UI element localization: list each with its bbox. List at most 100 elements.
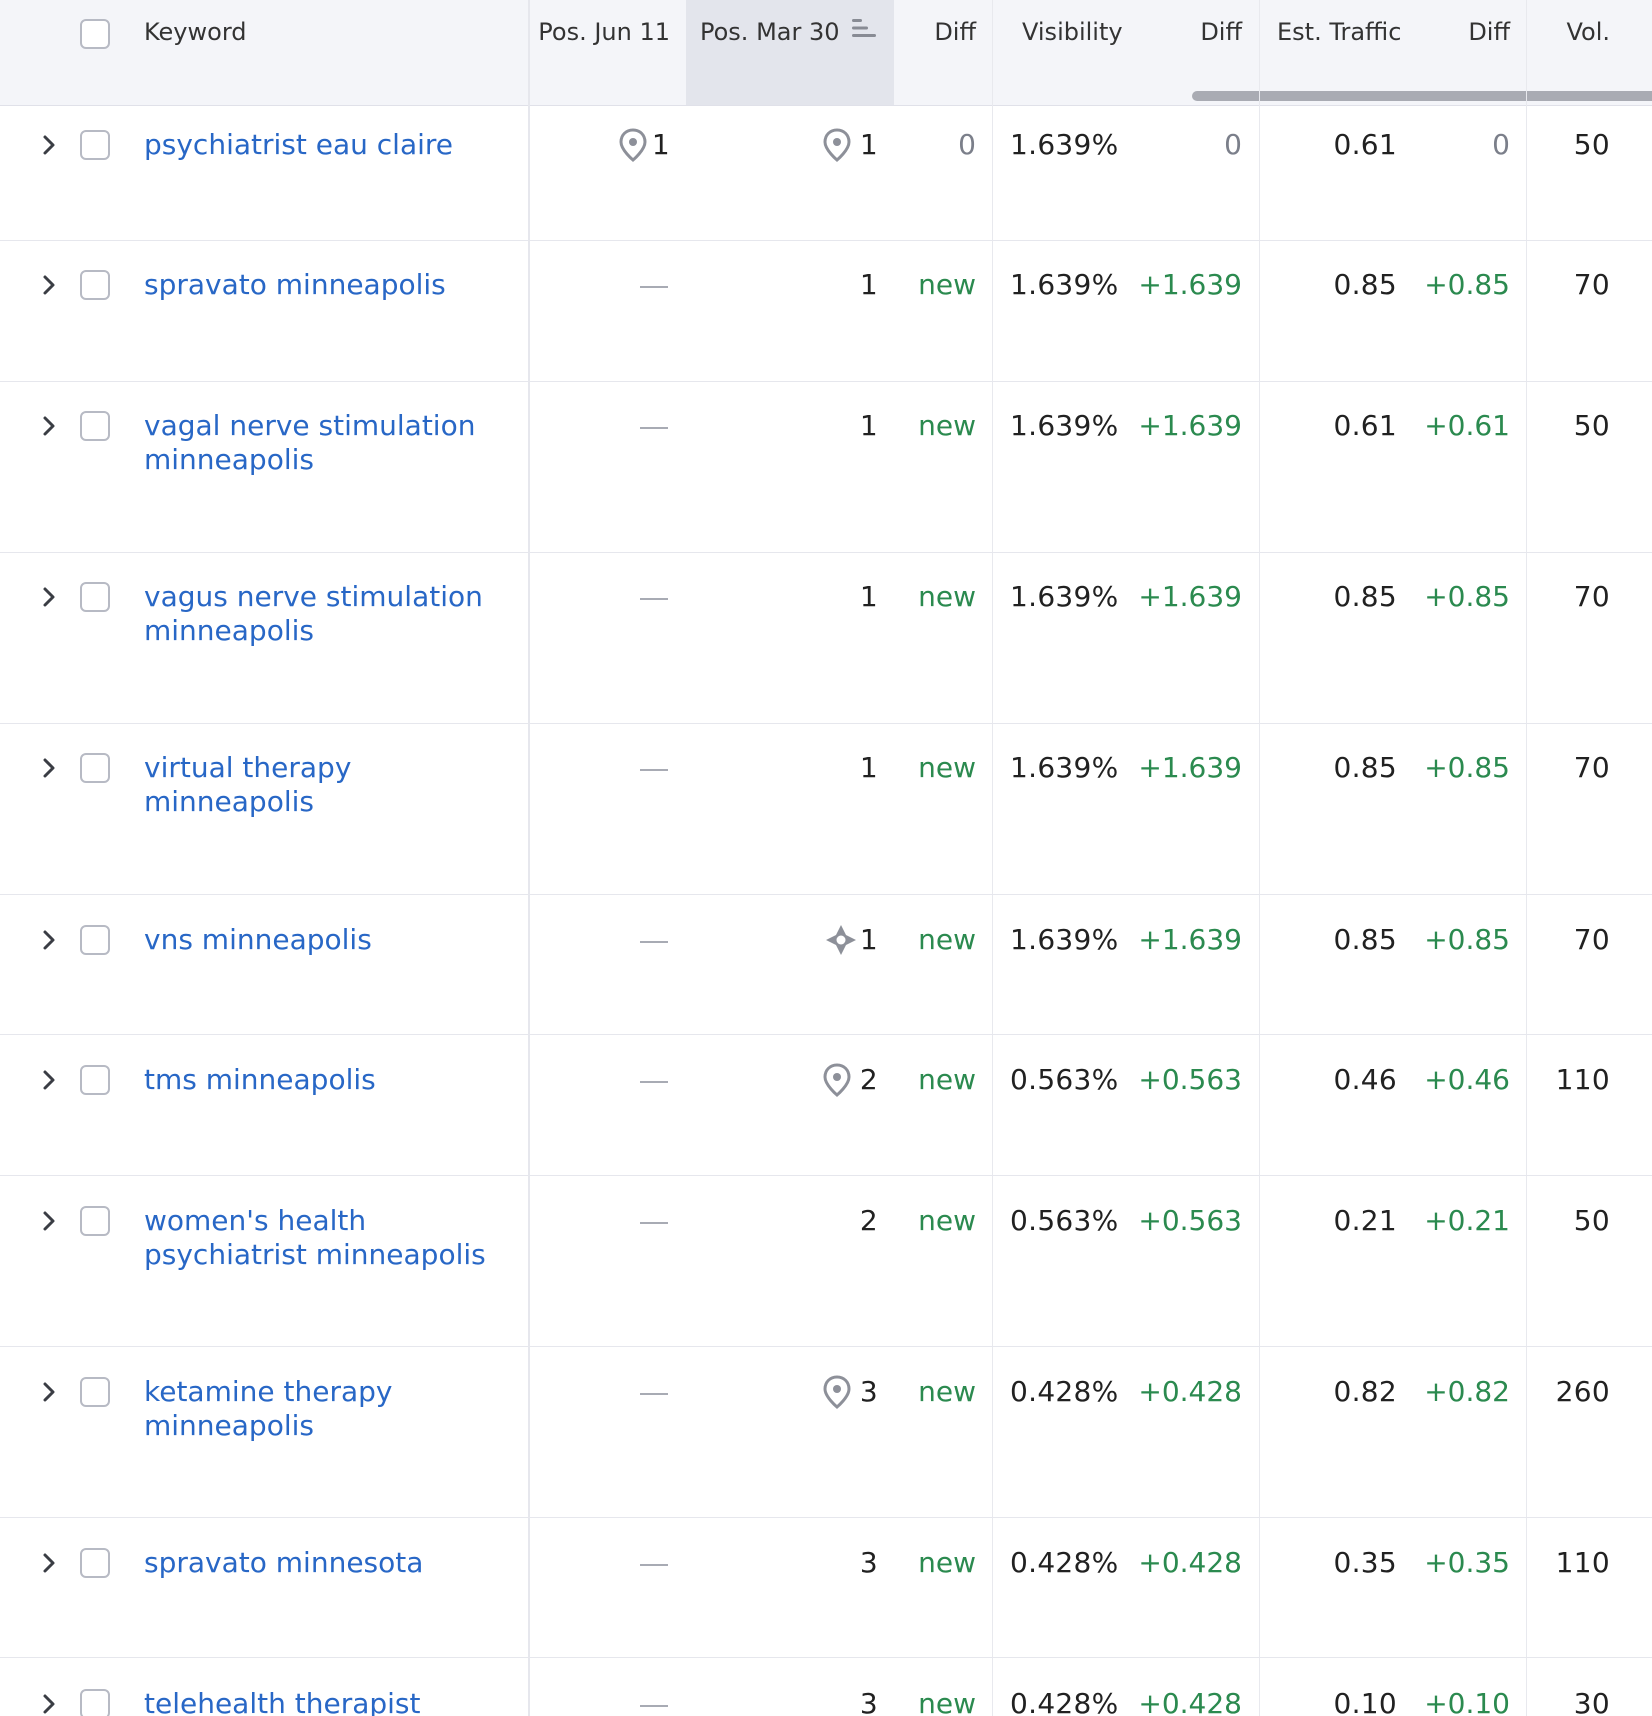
table-row[interactable]: telehealth therapist 3 new 0.428% +0.428 0.10… — [0, 1657, 1652, 1716]
column-divider — [1259, 0, 1260, 1716]
no-position-dash — [640, 286, 668, 288]
visibility-diff: +0.563 — [1138, 1063, 1242, 1096]
keyword-link[interactable]: virtual therapy minneapolis — [144, 751, 352, 818]
column-header-volume[interactable]: Vol. — [1566, 18, 1610, 46]
position-diff: new — [918, 580, 976, 613]
keyword-link[interactable]: telehealth therapist — [144, 1687, 421, 1716]
location-pin-icon — [618, 128, 648, 162]
keyword-link[interactable]: ketamine therapy minneapolis — [144, 1375, 393, 1442]
est-traffic-value: 0.85 — [1333, 580, 1397, 613]
row-checkbox[interactable] — [80, 582, 110, 612]
est-traffic-value: 0.85 — [1333, 751, 1397, 784]
expand-row-chevron-icon[interactable] — [38, 274, 60, 296]
traffic-diff: +0.85 — [1424, 580, 1510, 613]
row-checkbox[interactable] — [80, 1548, 110, 1578]
expand-row-chevron-icon[interactable] — [38, 1693, 60, 1715]
est-traffic-value: 0.61 — [1333, 409, 1397, 442]
no-position-dash — [640, 1705, 668, 1707]
column-header-est-traffic[interactable]: Est. Traffic — [1277, 18, 1402, 46]
search-volume: 260 — [1555, 1375, 1610, 1408]
keyword-link[interactable]: women's health psychiatrist minneapolis — [144, 1204, 486, 1271]
no-position-dash — [640, 1564, 668, 1566]
row-checkbox[interactable] — [80, 270, 110, 300]
row-checkbox[interactable] — [80, 1377, 110, 1407]
est-traffic-value: 0.10 — [1333, 1687, 1397, 1716]
position-previous: 3 — [859, 1375, 878, 1408]
position-previous: 3 — [859, 1687, 878, 1716]
row-checkbox[interactable] — [80, 753, 110, 783]
table-row[interactable]: women's health psychiatrist minneapolis 2… — [0, 1175, 1652, 1347]
visibility-diff: +1.639 — [1138, 409, 1242, 442]
est-traffic-value: 0.61 — [1333, 128, 1397, 161]
table-row[interactable]: virtual therapy minneapolis 1 new 1.639% +1.… — [0, 723, 1652, 895]
visibility-diff: +0.428 — [1138, 1546, 1242, 1579]
table-row[interactable]: psychiatrist eau claire 1 1 0 1.639% 0 0.61 0 50 — [0, 105, 1652, 241]
keyword-link[interactable]: spravato minnesota — [144, 1546, 424, 1579]
est-traffic-value: 0.21 — [1333, 1204, 1397, 1237]
row-checkbox[interactable] — [80, 1206, 110, 1236]
expand-row-chevron-icon[interactable] — [38, 134, 60, 156]
sort-icon[interactable] — [851, 0, 876, 62]
table-row[interactable]: tms minneapolis 2 new 0.563% +0.563 0.46 +0.46… — [0, 1034, 1652, 1176]
visibility-value: 1.639% — [1010, 409, 1119, 442]
column-divider — [992, 0, 993, 1716]
visibility-value: 0.563% — [1010, 1063, 1119, 1096]
expand-row-chevron-icon[interactable] — [38, 1552, 60, 1574]
table-row[interactable]: spravato minneapolis 1 new 1.639% +1.639 0.85… — [0, 240, 1652, 382]
horizontal-scrollbar[interactable] — [1192, 91, 1652, 101]
table-row[interactable]: vns minneapolis 1 new 1.639% +1.639 0.85 +0.85… — [0, 894, 1652, 1035]
no-position-dash — [640, 941, 668, 943]
table-row[interactable]: spravato minnesota 3 new 0.428% +0.428 0.35 +0… — [0, 1517, 1652, 1658]
visibility-diff: +0.563 — [1138, 1204, 1242, 1237]
column-header-pos-current[interactable]: Pos. Jun 11 — [538, 18, 670, 46]
column-header-keyword[interactable]: Keyword — [144, 18, 247, 46]
column-divider — [528, 0, 530, 1716]
expand-row-chevron-icon[interactable] — [38, 1210, 60, 1232]
keyword-link[interactable]: vagus nerve stimulation minneapolis — [144, 580, 483, 647]
row-checkbox[interactable] — [80, 1689, 110, 1716]
traffic-diff: +0.61 — [1424, 409, 1510, 442]
traffic-diff: +0.21 — [1424, 1204, 1510, 1237]
position-current: 1 — [651, 128, 670, 161]
column-header-pos-previous[interactable]: Pos. Mar 30 — [686, 0, 894, 105]
row-checkbox[interactable] — [80, 130, 110, 160]
search-volume: 70 — [1573, 268, 1610, 301]
keyword-link[interactable]: tms minneapolis — [144, 1063, 376, 1096]
column-header-pos-diff[interactable]: Diff — [934, 18, 976, 46]
search-volume: 50 — [1573, 1204, 1610, 1237]
row-checkbox[interactable] — [80, 411, 110, 441]
expand-row-chevron-icon[interactable] — [38, 586, 60, 608]
position-diff: new — [918, 751, 976, 784]
expand-row-chevron-icon[interactable] — [38, 757, 60, 779]
visibility-value: 1.639% — [1010, 923, 1119, 956]
no-position-dash — [640, 769, 668, 771]
visibility-value: 0.428% — [1010, 1375, 1119, 1408]
keyword-link[interactable]: vns minneapolis — [144, 923, 372, 956]
table-header: Keyword Pos. Jun 11 Pos. Mar 30 Diff Vis… — [0, 0, 1652, 106]
select-all-checkbox[interactable] — [80, 19, 110, 49]
featured-snippet-icon — [824, 923, 856, 957]
row-checkbox[interactable] — [80, 1065, 110, 1095]
visibility-value: 1.639% — [1010, 128, 1119, 161]
visibility-diff: +0.428 — [1138, 1687, 1242, 1716]
expand-row-chevron-icon[interactable] — [38, 929, 60, 951]
keyword-link[interactable]: psychiatrist eau claire — [144, 128, 454, 161]
keyword-link[interactable]: spravato minneapolis — [144, 268, 446, 301]
visibility-diff: 0 — [1224, 128, 1242, 161]
table-row[interactable]: vagal nerve stimulation minneapolis 1 new 1… — [0, 381, 1652, 553]
table-row[interactable]: ketamine therapy minneapolis 3 new 0.428% +0… — [0, 1346, 1652, 1518]
row-checkbox[interactable] — [80, 925, 110, 955]
expand-row-chevron-icon[interactable] — [38, 415, 60, 437]
table-row[interactable]: vagus nerve stimulation minneapolis 1 new 1… — [0, 552, 1652, 724]
keyword-link[interactable]: vagal nerve stimulation minneapolis — [144, 409, 476, 476]
search-volume: 70 — [1573, 580, 1610, 613]
column-header-visibility-diff[interactable]: Diff — [1200, 18, 1242, 46]
expand-row-chevron-icon[interactable] — [38, 1381, 60, 1403]
position-diff: new — [918, 1687, 976, 1716]
expand-row-chevron-icon[interactable] — [38, 1069, 60, 1091]
est-traffic-value: 0.85 — [1333, 268, 1397, 301]
column-header-visibility[interactable]: Visibility — [1022, 18, 1123, 46]
column-header-traffic-diff[interactable]: Diff — [1468, 18, 1510, 46]
position-previous: 1 — [859, 923, 878, 956]
